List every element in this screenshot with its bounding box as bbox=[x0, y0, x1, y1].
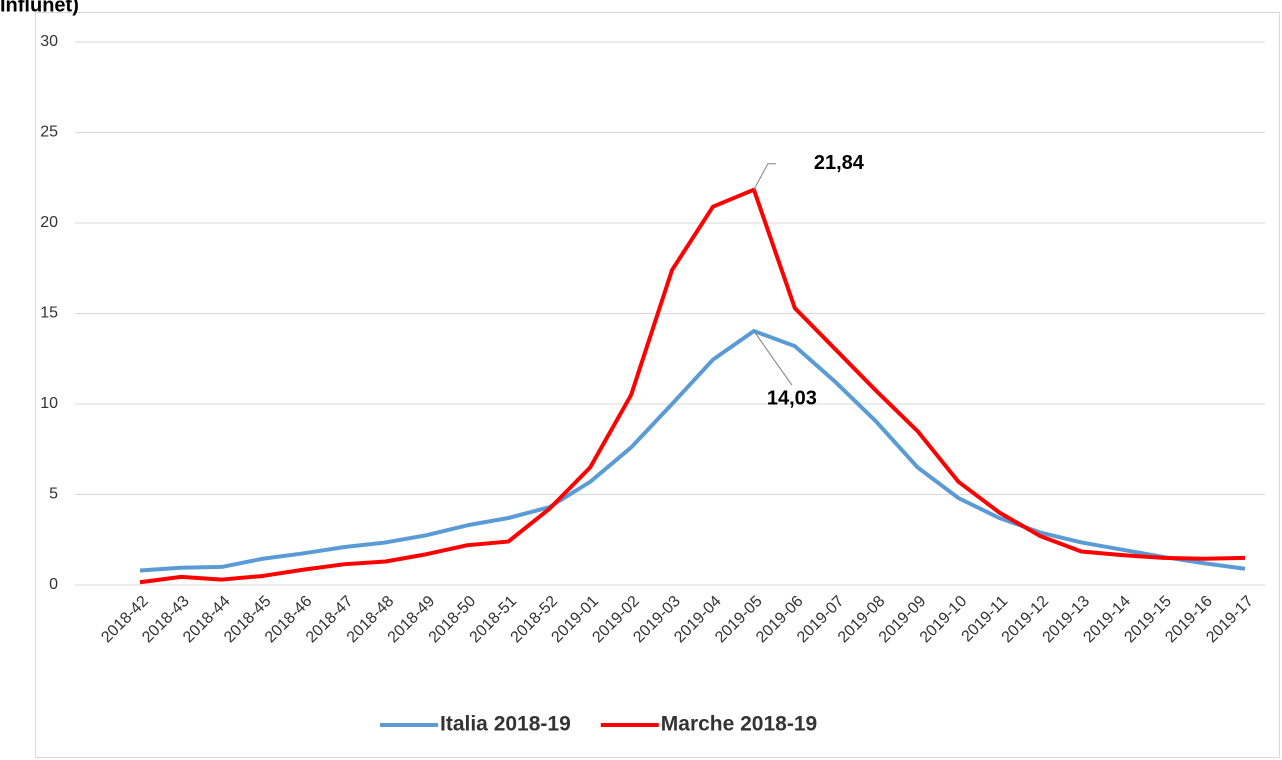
y-tick-label: 15 bbox=[40, 305, 58, 322]
leader-line bbox=[753, 330, 793, 386]
data-label: 14,03 bbox=[767, 387, 817, 409]
line-series bbox=[139, 329, 1246, 573]
leader-line bbox=[753, 163, 776, 190]
legend-label: Marche 2018-19 bbox=[661, 713, 817, 736]
y-tick-label: 0 bbox=[49, 576, 58, 593]
y-tick-label: 25 bbox=[40, 124, 58, 141]
chart-frame bbox=[35, 12, 1280, 758]
data-label: 21,84 bbox=[814, 152, 865, 174]
y-tick-label: 30 bbox=[40, 33, 58, 50]
y-tick-label: 10 bbox=[40, 395, 58, 412]
y-tick-label: 20 bbox=[40, 214, 58, 231]
line-series bbox=[139, 187, 1246, 585]
legend-label: Italia 2018-19 bbox=[440, 713, 571, 736]
y-tick-label: 5 bbox=[49, 486, 58, 503]
chart-title: Influnet) bbox=[0, 0, 79, 16]
